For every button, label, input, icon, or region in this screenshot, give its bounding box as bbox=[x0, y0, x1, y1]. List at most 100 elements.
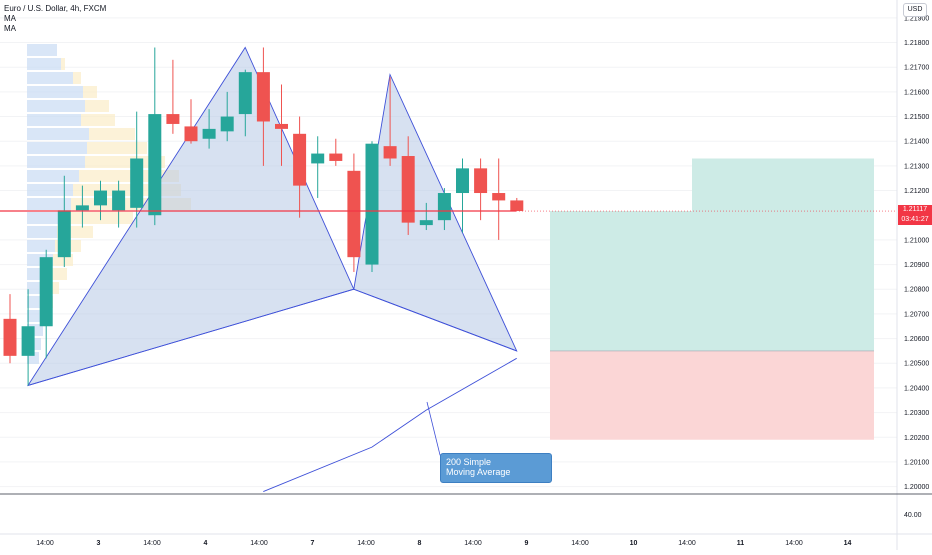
profile-bar bbox=[61, 58, 65, 70]
price-tick-label: 1.20600 bbox=[904, 336, 929, 343]
price-tick-label: 1.21900 bbox=[904, 15, 929, 22]
profile-bar bbox=[85, 156, 165, 168]
price-tick-label: 1.20200 bbox=[904, 435, 929, 442]
candle-body bbox=[220, 116, 234, 132]
profile-bar bbox=[83, 86, 97, 98]
profile-bar bbox=[49, 282, 59, 294]
time-tick-label: 10 bbox=[630, 540, 638, 547]
price-tick-label: 1.21800 bbox=[904, 40, 929, 47]
price-tick-label: 1.20900 bbox=[904, 262, 929, 269]
time-tick-label: 14:00 bbox=[678, 540, 696, 547]
indicator-legend-ma-1[interactable]: MA bbox=[4, 14, 16, 23]
candle-body bbox=[256, 72, 270, 122]
candle-body bbox=[39, 257, 53, 327]
candle-body bbox=[365, 143, 379, 265]
time-tick-label: 14:00 bbox=[250, 540, 268, 547]
profile-bar bbox=[73, 72, 81, 84]
candle-body bbox=[383, 146, 397, 159]
profile-bar bbox=[27, 184, 73, 196]
candle-body bbox=[75, 205, 89, 211]
candle-body bbox=[202, 128, 216, 139]
candle-body bbox=[437, 193, 451, 221]
time-tick-label: 14 bbox=[844, 540, 852, 547]
candle-body bbox=[94, 190, 107, 206]
profile-bar bbox=[85, 100, 109, 112]
candle-body bbox=[130, 158, 144, 208]
time-tick-label: 14:00 bbox=[357, 540, 375, 547]
price-tick-label: 1.20700 bbox=[904, 311, 929, 318]
candle-body bbox=[419, 220, 433, 226]
profile-bar bbox=[27, 156, 85, 168]
indicator-legend-ma-2[interactable]: MA bbox=[4, 24, 16, 33]
time-tick-label: 14:00 bbox=[143, 540, 161, 547]
annotation-line-1: 200 Simple bbox=[446, 457, 492, 467]
pattern-leg-xb bbox=[27, 288, 354, 386]
time-tick-label: 14:00 bbox=[464, 540, 482, 547]
time-tick-label: 14:00 bbox=[785, 540, 803, 547]
oscillator-pane: 40.00 bbox=[0, 493, 932, 519]
candle-body bbox=[510, 200, 524, 212]
price-tick-label: 1.21300 bbox=[904, 163, 929, 170]
time-tick-label: 9 bbox=[525, 540, 529, 547]
profile-bar bbox=[27, 170, 79, 182]
profile-bar bbox=[27, 44, 57, 56]
time-axis[interactable]: 14:00 3 14:00 4 14:00 7 14:00 8 14:00 9 14:00 10 14:… bbox=[0, 533, 932, 547]
price-tick-label: 1.20800 bbox=[904, 287, 929, 294]
candle-body bbox=[184, 126, 198, 142]
candlestick-series bbox=[3, 47, 524, 386]
price-tick-label: 1.21500 bbox=[904, 114, 929, 121]
profile-bar bbox=[27, 58, 61, 70]
candle-body bbox=[492, 193, 506, 201]
candle-body bbox=[474, 168, 488, 194]
profile-bar bbox=[87, 142, 147, 154]
ma-200-line bbox=[263, 357, 517, 492]
oscillator-tick-label: 40.00 bbox=[904, 512, 922, 519]
candle-body bbox=[112, 190, 126, 211]
candle-body bbox=[293, 133, 307, 186]
pattern-leg-bd bbox=[353, 288, 517, 352]
candle-body bbox=[456, 168, 469, 194]
candle-body bbox=[329, 153, 343, 161]
profile-bar bbox=[27, 226, 57, 238]
profit-zone-extension bbox=[692, 158, 874, 351]
profile-bar bbox=[81, 114, 115, 126]
callout-pointer bbox=[426, 401, 445, 456]
profile-bar bbox=[27, 100, 85, 112]
currency-badge[interactable]: USD bbox=[903, 3, 927, 17]
profile-bar bbox=[27, 198, 71, 210]
profile-bar bbox=[89, 128, 135, 140]
time-tick-label: 8 bbox=[418, 540, 422, 547]
profile-bar bbox=[27, 72, 73, 84]
candle-body bbox=[3, 318, 17, 356]
candle-body bbox=[275, 123, 288, 129]
profile-bar bbox=[27, 86, 83, 98]
profile-bar bbox=[27, 240, 55, 252]
price-tick-label: 1.20300 bbox=[904, 410, 929, 417]
candle-body bbox=[148, 114, 162, 216]
candle-body bbox=[311, 153, 325, 164]
profile-bar bbox=[27, 114, 81, 126]
price-tick-label: 1.20400 bbox=[904, 385, 929, 392]
profile-bar bbox=[51, 268, 67, 280]
candle-body bbox=[166, 114, 180, 124]
price-tick-label: 1.20000 bbox=[904, 484, 929, 491]
price-axis[interactable]: 1.21900 1.21800 1.21700 1.21600 1.21500 1.214… bbox=[896, 0, 929, 550]
time-tick-label: 4 bbox=[204, 540, 208, 547]
time-tick-label: 7 bbox=[311, 540, 315, 547]
price-tick-label: 1.20500 bbox=[904, 361, 929, 368]
candle-body bbox=[21, 326, 35, 356]
loss-zone bbox=[550, 350, 874, 440]
candle-body bbox=[401, 156, 415, 223]
price-tick-label: 1.21700 bbox=[904, 65, 929, 72]
profile-bar bbox=[27, 142, 87, 154]
last-price-badge: 1.21117 bbox=[898, 205, 932, 216]
ma-annotation-callout[interactable]: 200 Simple Moving Average bbox=[440, 453, 552, 483]
time-tick-label: 14:00 bbox=[36, 540, 54, 547]
symbol-title[interactable]: Euro / U.S. Dollar, 4h, FXCM bbox=[4, 4, 107, 13]
annotation-line-2: Moving Average bbox=[446, 467, 511, 477]
price-tick-label: 1.21000 bbox=[904, 237, 929, 244]
candle-body bbox=[238, 72, 252, 115]
long-position-tool[interactable] bbox=[550, 158, 874, 440]
